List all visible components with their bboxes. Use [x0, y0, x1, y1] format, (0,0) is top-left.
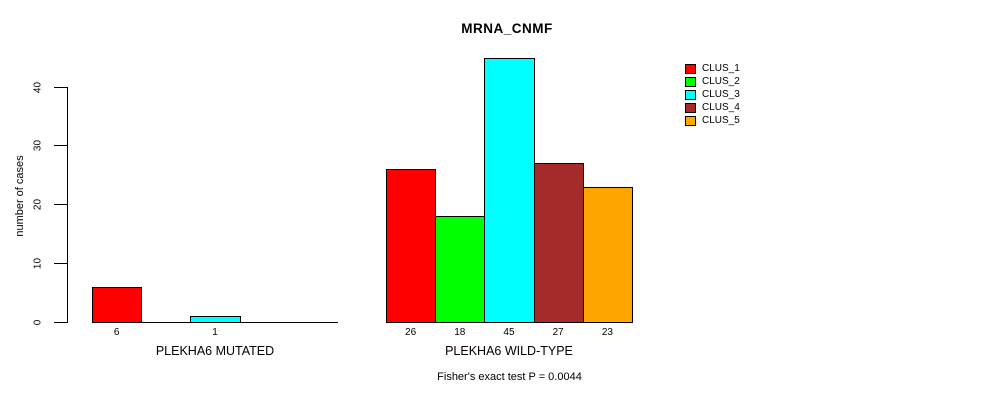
- legend-label: CLUS_4: [702, 102, 740, 113]
- bar-value-label: 45: [503, 327, 515, 338]
- legend-label: CLUS_2: [702, 76, 740, 87]
- bar-value-label: 1: [212, 327, 218, 338]
- y-axis-tick-label: 30: [32, 140, 44, 152]
- bar: [190, 316, 241, 323]
- y-axis-tick: [54, 321, 68, 323]
- y-axis-line: [67, 87, 68, 323]
- bar: [484, 57, 535, 323]
- y-axis-tick-label: 40: [32, 81, 44, 93]
- bar-value-label: 6: [113, 327, 120, 338]
- bar-value-label: 27: [552, 327, 564, 338]
- bar-value-label: 18: [454, 327, 466, 338]
- group-label: PLEKHA6 MUTATED: [155, 344, 275, 358]
- y-axis-tick: [54, 145, 68, 147]
- bar-value-label: 23: [601, 327, 613, 338]
- y-axis-tick: [54, 204, 68, 205]
- legend-color-swatch: [685, 102, 696, 113]
- legend-label: CLUS_3: [702, 89, 740, 100]
- chart-title: MRNA_CNMF: [461, 21, 553, 36]
- bar: [92, 286, 143, 323]
- legend-color-swatch: [685, 89, 696, 100]
- fisher-test-annotation: Fisher's exact test P = 0.0044: [437, 371, 582, 383]
- bar: [582, 186, 633, 323]
- legend-color-swatch: [685, 115, 696, 126]
- y-axis-tick-label: 10: [32, 257, 44, 269]
- y-axis-tick: [54, 262, 68, 264]
- bar: [533, 163, 584, 323]
- bar-value-label: 26: [405, 327, 417, 338]
- legend-color-swatch: [685, 63, 696, 74]
- legend-label: CLUS_1: [702, 63, 740, 74]
- group-label: PLEKHA6 WILD-TYPE: [445, 344, 573, 358]
- y-axis-tick: [54, 86, 68, 88]
- bar: [435, 216, 486, 323]
- legend-color-swatch: [685, 76, 696, 87]
- bar: [386, 169, 437, 323]
- y-axis-tick-label: 0: [32, 319, 44, 325]
- y-axis-tick-label: 20: [32, 198, 44, 211]
- legend-label: CLUS_5: [702, 115, 740, 126]
